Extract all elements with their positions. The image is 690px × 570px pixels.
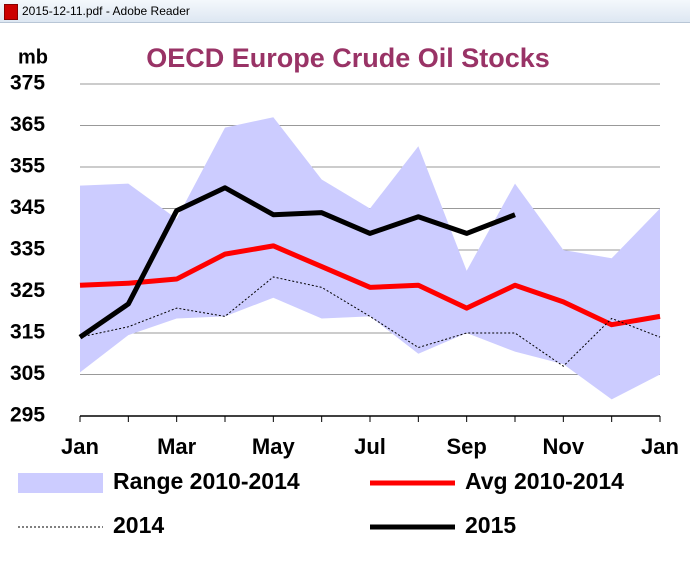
title-bar: 2015-12-11.pdf - Adobe Reader <box>0 0 690 23</box>
x-tick-label: Jan <box>61 434 99 459</box>
y-tick-label: 355 <box>10 155 45 178</box>
pdf-icon <box>4 4 18 20</box>
x-tick-label: Sep <box>446 434 486 459</box>
chart-title: OECD Europe Crude Oil Stocks <box>146 43 550 73</box>
legend-label: 2014 <box>113 512 164 538</box>
legend-swatch <box>18 473 103 493</box>
y-tick-label: 325 <box>10 279 45 302</box>
window-title: 2015-12-11.pdf - Adobe Reader <box>22 4 190 18</box>
y-tick-label: 375 <box>10 72 45 95</box>
y-tick-label: 315 <box>10 321 45 344</box>
range-band <box>80 117 660 400</box>
x-tick-label: Nov <box>543 434 585 459</box>
y-axis-label: mb <box>18 46 48 68</box>
legend-label: 2015 <box>465 512 516 538</box>
y-tick-label: 305 <box>10 362 45 385</box>
legend-label: Avg 2010-2014 <box>465 468 624 494</box>
series-line <box>78 185 516 340</box>
legend-label: Range 2010-2014 <box>113 468 300 494</box>
y-tick-label: 345 <box>10 196 45 219</box>
x-tick-label: May <box>252 434 296 459</box>
y-tick-label: 365 <box>10 113 45 136</box>
x-tick-label: Jan <box>641 434 679 459</box>
x-tick-label: Jul <box>354 434 386 459</box>
y-tick-label: 295 <box>10 404 45 427</box>
series-line <box>79 276 661 367</box>
x-tick-label: Mar <box>157 434 197 459</box>
series-line <box>79 243 661 328</box>
y-tick-label: 335 <box>10 238 45 261</box>
